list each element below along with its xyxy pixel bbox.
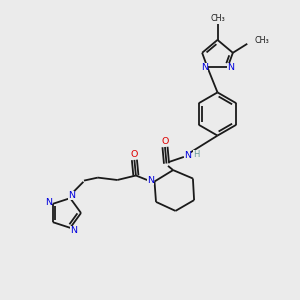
Text: N: N <box>147 176 154 185</box>
Text: N: N <box>70 226 77 235</box>
Text: N: N <box>45 198 52 207</box>
Text: CH₃: CH₃ <box>210 14 225 23</box>
Text: N: N <box>201 63 208 72</box>
Text: O: O <box>161 137 169 146</box>
Text: O: O <box>131 150 138 159</box>
Text: H: H <box>193 150 200 159</box>
Text: N: N <box>68 191 75 200</box>
Text: N: N <box>227 63 234 72</box>
Text: CH₃: CH₃ <box>254 36 269 45</box>
Text: N: N <box>184 151 191 160</box>
